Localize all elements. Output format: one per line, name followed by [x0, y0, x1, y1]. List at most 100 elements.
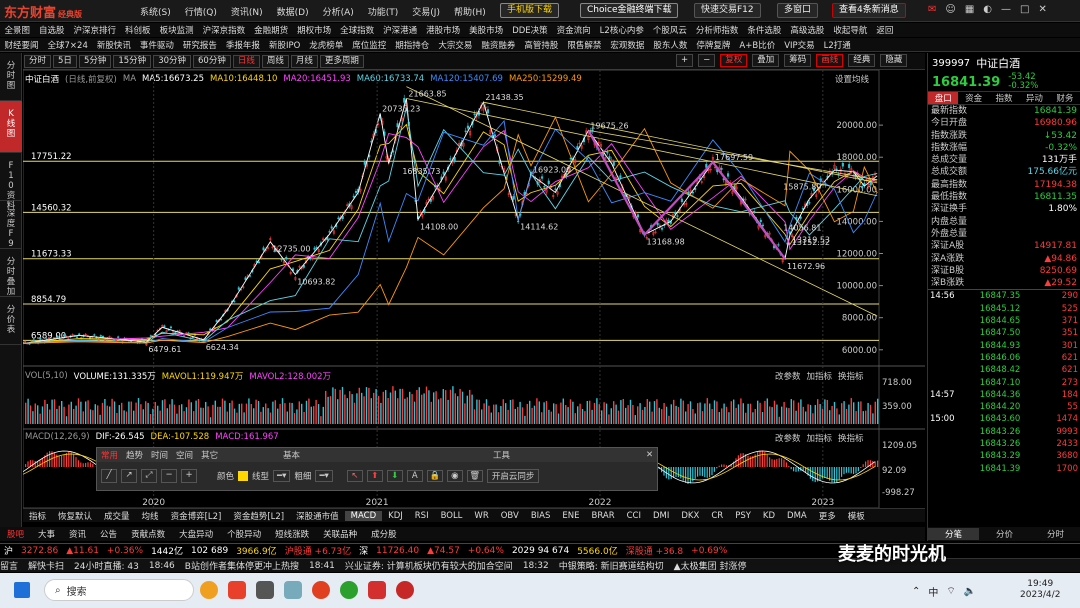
indicator-tab[interactable]: DMI [653, 510, 670, 521]
nav-link[interactable]: 条件选股 [747, 26, 782, 36]
nav-link[interactable]: 席位监控 [352, 40, 387, 51]
add-tool-icon[interactable]: + [181, 469, 197, 483]
indicator-tab[interactable]: 模板 [847, 511, 865, 522]
indicator-tab[interactable]: RSI [414, 510, 429, 521]
delete-icon[interactable]: 🗑 [466, 470, 483, 482]
news-item[interactable]: 18:32 [522, 560, 549, 571]
nav-link[interactable]: 宏观数据 [610, 40, 645, 51]
nav-link[interactable]: 大宗交易 [438, 40, 473, 51]
nav-link[interactable]: 全景图 [4, 26, 31, 36]
nav-link[interactable]: DDE决策 [512, 26, 548, 36]
nav-link[interactable]: L2打通 [823, 40, 851, 51]
nav-link[interactable]: 金融期货 [254, 26, 289, 36]
draw-tab[interactable]: 空间 [176, 451, 194, 461]
info-tab[interactable]: 公告 [100, 530, 118, 540]
nav-link[interactable]: 融资融券 [481, 40, 516, 51]
tray-chevron-icon[interactable]: ⌃ [912, 586, 921, 597]
app-icon[interactable] [256, 581, 274, 599]
info-tab[interactable]: 个股异动 [227, 530, 262, 540]
draw-tab[interactable]: 其它 [201, 451, 219, 461]
user-icon[interactable]: ☺ [945, 4, 956, 15]
period-button[interactable]: 月线 [290, 54, 318, 68]
indicator-tab[interactable]: 指标 [29, 511, 47, 522]
indicator-tab[interactable]: OBV [500, 510, 519, 521]
app-icon[interactable] [312, 581, 330, 599]
network-icon[interactable]: ⌔ [946, 586, 956, 597]
nav-link[interactable]: 期权市场 [297, 26, 332, 36]
indicator-action[interactable]: 改参数 [775, 372, 801, 382]
info-tab[interactable]: 贡献点数 [131, 530, 166, 540]
indicator-tab[interactable]: BIAS [530, 510, 551, 521]
indicator-tab[interactable]: ENE [562, 510, 580, 521]
draw-tab[interactable]: 时间 [151, 451, 169, 461]
info-tab[interactable]: 股吧 [7, 530, 25, 540]
indicator-action[interactable]: 换指标 [838, 434, 864, 444]
volume-icon[interactable]: 🔈 [963, 586, 977, 597]
period-button[interactable]: 15分钟 [113, 54, 152, 68]
period-button[interactable]: 更多周期 [319, 54, 364, 68]
grid-icon[interactable]: ▦ [964, 4, 975, 15]
fq-button[interactable]: 复权 [720, 54, 748, 67]
taskbar-search[interactable]: ⌕ 搜索 [44, 579, 194, 601]
line-style-select[interactable]: ━▾ [273, 470, 291, 482]
mobile-download-button[interactable]: 手机版下载 [500, 3, 560, 18]
zoom-in-button[interactable]: + [676, 54, 694, 67]
nav-link[interactable]: 高级选股 [790, 26, 825, 36]
menu-item[interactable]: 资讯(N) [230, 8, 263, 18]
indicator-tab[interactable]: DKX [681, 510, 700, 521]
chip-button[interactable]: 筹码 [784, 54, 812, 67]
indicator-tab[interactable]: PSY [735, 510, 751, 521]
nav-link[interactable]: 板块监测 [159, 26, 194, 36]
period-button[interactable]: 日线 [232, 54, 260, 68]
period-button[interactable]: 30分钟 [153, 54, 192, 68]
indicator-tab[interactable]: 均线 [141, 511, 159, 522]
info-tab[interactable]: 大盘异动 [179, 530, 214, 540]
news-item[interactable]: B站创作者集体停更冲上热搜 [184, 562, 299, 572]
indicator-tab[interactable]: CR [711, 510, 724, 521]
hide-button[interactable]: 隐藏 [880, 54, 908, 67]
wechat-icon[interactable] [340, 581, 358, 599]
nav-link[interactable]: 新股快讯 [96, 40, 131, 51]
menu-item[interactable]: 帮助(H) [453, 8, 486, 18]
menu-item[interactable]: 交易(J) [412, 8, 440, 18]
info-tab[interactable]: 大事 [38, 530, 56, 540]
news-item[interactable]: 解快卡扫 [28, 562, 65, 572]
draw-panel-close-icon[interactable]: ✕ [646, 450, 654, 460]
nav-link[interactable]: 限售解禁 [567, 40, 602, 51]
draw-button[interactable]: 画线 [816, 54, 844, 67]
indicator-tab[interactable]: KDJ [388, 510, 403, 521]
menu-item[interactable]: 系统(S) [140, 8, 171, 18]
ma-settings-link[interactable]: 设置均线 [835, 75, 870, 85]
nav-link[interactable]: 沪深港通 [383, 26, 418, 36]
nav-link[interactable]: 分析师指数 [695, 26, 739, 36]
ray-tool-icon[interactable]: ↗ [121, 469, 137, 483]
news-item[interactable]: ▲太极集团 封涨停 [673, 562, 747, 572]
indicator-tab[interactable]: 成交量 [104, 511, 130, 522]
skin-icon[interactable]: ◐ [983, 4, 993, 15]
tick-tab[interactable]: 分笔 [928, 528, 979, 540]
nav-link[interactable]: VIP交易 [784, 40, 815, 51]
nav-link[interactable]: 研究报告 [182, 40, 217, 51]
indicator-tab[interactable]: KD [762, 510, 776, 521]
quote-tab[interactable]: 异动 [1025, 94, 1043, 104]
menu-item[interactable]: 行情(Q) [184, 8, 217, 18]
nav-link[interactable]: 沪深京指数 [202, 26, 246, 36]
text-tool-icon[interactable]: A [406, 470, 423, 482]
indicator-action[interactable]: 加指标 [806, 434, 833, 444]
indicator-tab[interactable]: BOLL [440, 510, 463, 521]
nav-link[interactable]: 资金流向 [556, 26, 591, 36]
menu-item[interactable]: 功能(T) [367, 8, 399, 18]
tick-tab[interactable]: 分价 [995, 530, 1013, 540]
draw-tab[interactable]: 常用 [101, 451, 119, 461]
quote-tab[interactable]: 财务 [1056, 94, 1074, 104]
news-item[interactable]: 留言 [0, 562, 19, 572]
line-tool-icon[interactable]: ╱ [101, 469, 117, 483]
app-icon[interactable] [284, 581, 302, 599]
nav-link[interactable]: 季报年报 [225, 40, 260, 51]
nav-link[interactable]: 美股市场 [469, 26, 504, 36]
indicator-tab[interactable]: WR [474, 510, 489, 521]
thickness-select[interactable]: ━▾ [315, 470, 333, 482]
quote-tab[interactable]: 盘口 [928, 92, 959, 104]
